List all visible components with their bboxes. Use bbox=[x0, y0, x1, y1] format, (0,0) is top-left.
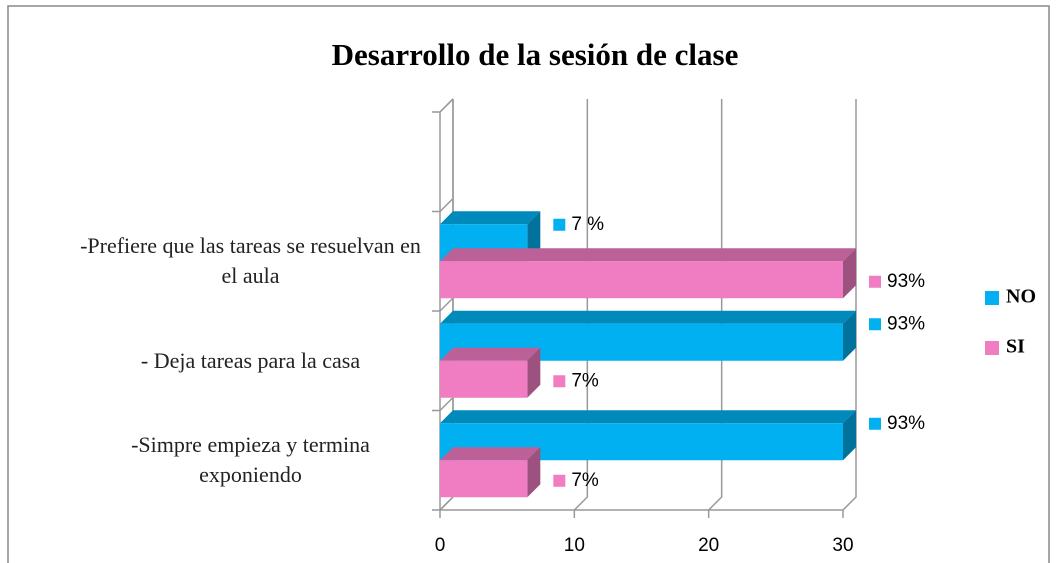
value-label: 7% bbox=[571, 370, 599, 391]
value-label-key bbox=[869, 275, 881, 288]
wall-edge bbox=[439, 297, 454, 312]
bar-side bbox=[843, 310, 856, 361]
grid-line bbox=[573, 99, 589, 511]
value-label: 7 % bbox=[571, 214, 604, 235]
legend-key bbox=[985, 341, 999, 355]
bar-front bbox=[440, 261, 843, 299]
wall-edge bbox=[439, 197, 454, 213]
value-label-key bbox=[553, 218, 566, 231]
category-label: -Prefiere que las tareas se resuelvan en… bbox=[80, 233, 421, 289]
bar bbox=[440, 248, 856, 299]
bar-top bbox=[440, 248, 856, 262]
x-tick-label: 30 bbox=[832, 535, 853, 556]
chart-title: Desarrollo de la sesión de clase bbox=[332, 37, 739, 72]
bar-top bbox=[440, 447, 541, 461]
wall-edge bbox=[439, 98, 454, 113]
wall-edge bbox=[439, 396, 454, 412]
value-label: 93% bbox=[887, 413, 925, 434]
bar-top bbox=[440, 211, 541, 225]
value-label: 7% bbox=[571, 470, 599, 491]
legend-label: NO bbox=[1006, 286, 1036, 308]
bar bbox=[440, 447, 541, 498]
x-tick-label: 20 bbox=[698, 535, 719, 556]
bar-top bbox=[440, 347, 541, 361]
bar-front bbox=[440, 360, 528, 398]
value-label-key bbox=[553, 375, 566, 388]
grid-line bbox=[708, 99, 723, 511]
grid-line bbox=[842, 99, 857, 511]
x-tick-label: 10 bbox=[564, 535, 585, 556]
bar-top bbox=[440, 310, 856, 324]
value-label-key bbox=[869, 318, 881, 331]
legend-key bbox=[985, 291, 999, 305]
value-label: 93% bbox=[887, 313, 925, 334]
bar-side bbox=[527, 347, 541, 398]
value-label-key bbox=[869, 417, 881, 430]
category-label: -Simpre empieza y termina exponiendo bbox=[131, 432, 370, 488]
bar-side bbox=[527, 447, 541, 498]
value-label-key bbox=[553, 474, 566, 487]
bar bbox=[440, 347, 541, 398]
legend-label: SI bbox=[1006, 336, 1025, 358]
bar-side bbox=[843, 410, 856, 461]
value-label: 93% bbox=[887, 271, 925, 292]
bar-side bbox=[843, 248, 856, 299]
category-label: - Deja tareas para la casa bbox=[140, 347, 361, 373]
bar bbox=[440, 310, 856, 361]
bar-front bbox=[440, 460, 528, 498]
x-tick-label: 0 bbox=[435, 535, 446, 556]
bar-top bbox=[440, 410, 856, 424]
